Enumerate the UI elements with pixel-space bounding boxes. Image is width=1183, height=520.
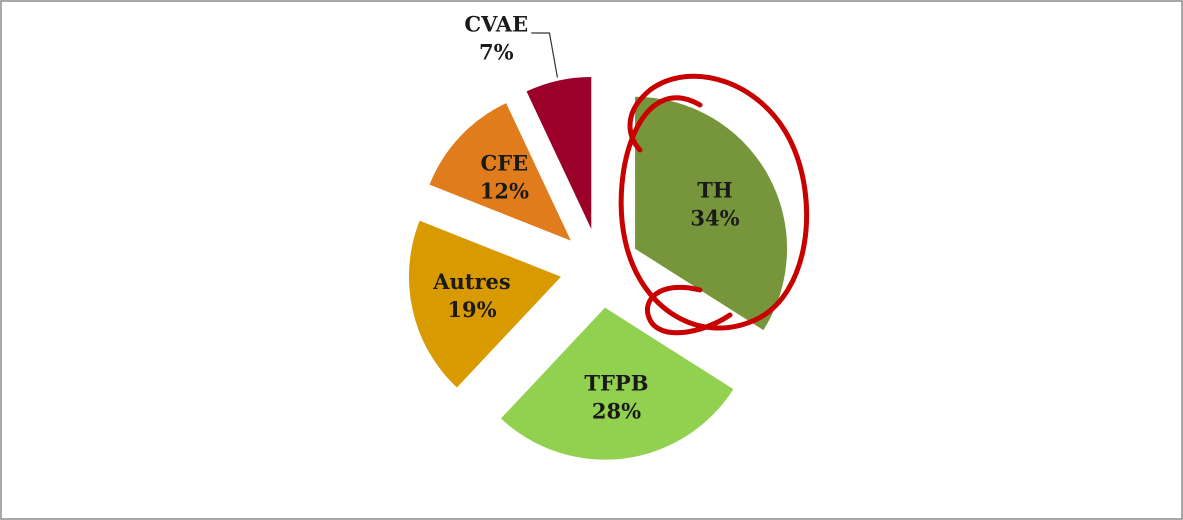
slice-label: CVAE — [464, 11, 528, 36]
slice-value-label: 34% — [690, 205, 739, 230]
pie-slice — [526, 76, 592, 229]
pie — [408, 76, 788, 460]
leader-line — [531, 32, 559, 78]
pie-slice — [500, 307, 734, 460]
pie-slice — [635, 96, 788, 331]
pie-slice — [408, 220, 561, 388]
slice-value-label: 12% — [480, 179, 529, 204]
pie-slice — [429, 103, 571, 241]
slice-label: Autres — [432, 269, 511, 294]
slice-value-label: 7% — [479, 39, 514, 64]
slice-label: TFPB — [584, 371, 648, 396]
highlight-circle — [618, 73, 809, 336]
slice-value-label: 19% — [447, 297, 496, 322]
slice-label: CFE — [481, 151, 529, 176]
slice-value-label: 28% — [592, 399, 641, 424]
slice-label: TH — [697, 177, 732, 202]
